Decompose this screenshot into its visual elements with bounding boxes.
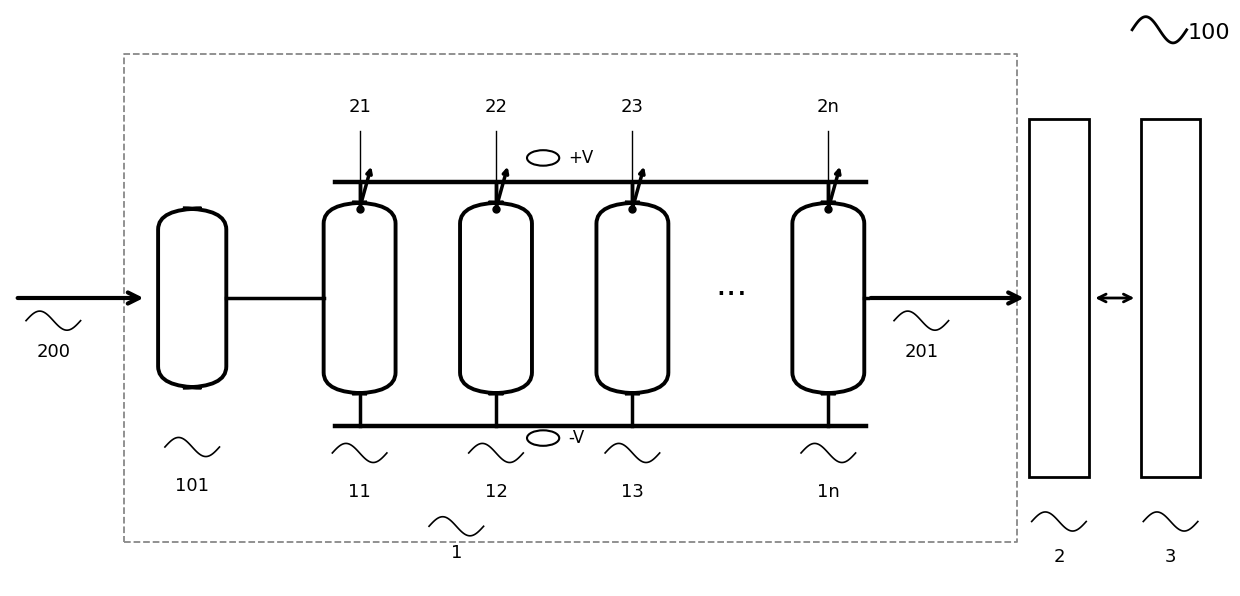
Text: 200: 200: [36, 343, 71, 361]
Text: 101: 101: [175, 477, 210, 495]
Text: +V: +V: [568, 149, 593, 167]
Text: ···: ···: [715, 278, 748, 312]
Text: 21: 21: [348, 98, 371, 116]
Text: 100: 100: [1188, 23, 1230, 43]
FancyBboxPatch shape: [596, 203, 668, 393]
Text: 11: 11: [348, 483, 371, 501]
Text: 23: 23: [621, 98, 644, 116]
Text: 3: 3: [1164, 548, 1177, 566]
Text: 1: 1: [450, 544, 463, 562]
Text: 12: 12: [485, 483, 507, 501]
Text: 22: 22: [485, 98, 507, 116]
Bar: [1141, 119, 1200, 477]
Text: 1n: 1n: [817, 483, 839, 501]
Text: 13: 13: [621, 483, 644, 501]
Text: 2: 2: [1053, 548, 1065, 566]
FancyBboxPatch shape: [792, 203, 864, 393]
FancyBboxPatch shape: [324, 203, 396, 393]
FancyBboxPatch shape: [159, 209, 226, 387]
Text: 2n: 2n: [817, 98, 839, 116]
Bar: [1029, 119, 1089, 477]
FancyBboxPatch shape: [460, 203, 532, 393]
Text: 201: 201: [904, 343, 939, 361]
Text: -V: -V: [568, 429, 584, 447]
